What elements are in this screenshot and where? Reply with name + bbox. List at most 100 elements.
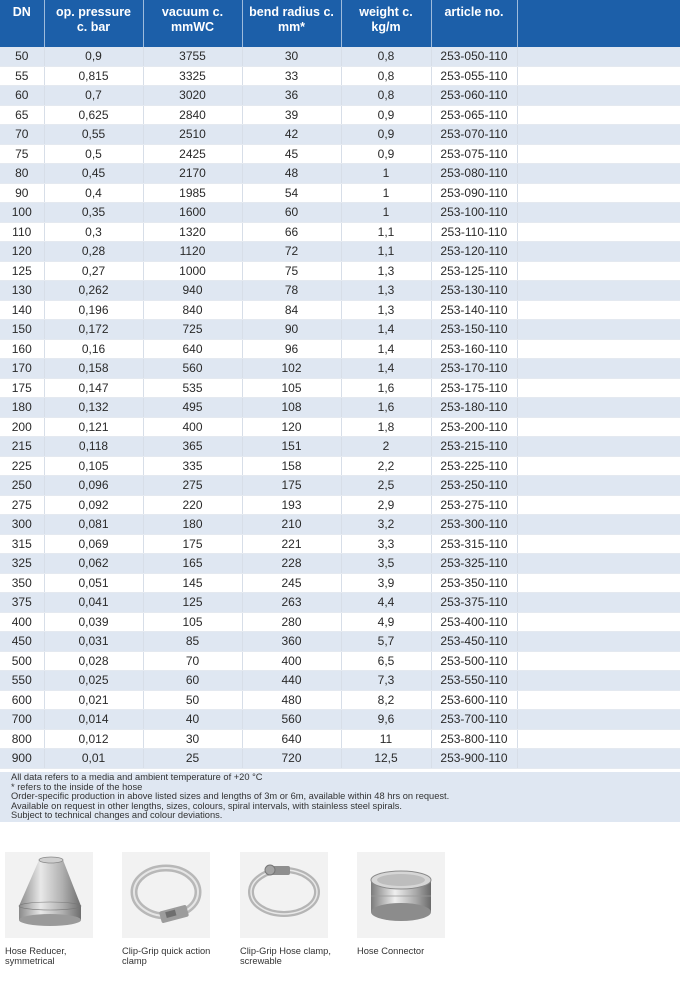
table-cell: 3325 bbox=[143, 66, 243, 86]
table-cell bbox=[517, 534, 680, 554]
table-row: 450 0,031 85 360 5,7 253-450-110 bbox=[0, 631, 680, 652]
table-cell: 300 bbox=[0, 514, 45, 535]
table-cell: 263 bbox=[242, 592, 342, 613]
notes-section: All data refers to a media and ambient t… bbox=[0, 772, 680, 822]
table-cell: 400 bbox=[242, 651, 342, 671]
table-cell: 100 bbox=[0, 202, 45, 223]
table-cell bbox=[517, 709, 680, 730]
table-cell: 253-110-110 bbox=[431, 222, 518, 242]
table-cell: 0,158 bbox=[44, 358, 144, 379]
table-cell bbox=[517, 183, 680, 203]
table-cell: 0,132 bbox=[44, 397, 144, 418]
table-cell: 253-250-110 bbox=[431, 475, 518, 496]
table-cell: 105 bbox=[143, 612, 243, 632]
table-cell: 225 bbox=[0, 456, 45, 476]
table-cell: 245 bbox=[242, 573, 342, 593]
table-cell: 0,092 bbox=[44, 495, 144, 515]
table-cell: 175 bbox=[242, 475, 342, 496]
table-cell bbox=[517, 202, 680, 223]
table-cell: 1600 bbox=[143, 202, 243, 223]
table-cell: 250 bbox=[0, 475, 45, 496]
table-cell bbox=[517, 748, 680, 769]
table-cell: 3020 bbox=[143, 85, 243, 106]
table-cell: 12,5 bbox=[341, 748, 432, 769]
table-cell bbox=[517, 105, 680, 125]
table-cell: 840 bbox=[143, 300, 243, 320]
table-cell bbox=[517, 85, 680, 106]
table-cell: 0,9 bbox=[341, 144, 432, 164]
table-cell: 215 bbox=[0, 436, 45, 457]
table-cell: 3755 bbox=[143, 47, 243, 67]
table-row: 55 0,815 3325 33 0,8 253-055-110 bbox=[0, 66, 680, 86]
column-header: vacuum c. mmWC bbox=[143, 0, 243, 47]
table-cell: 11 bbox=[341, 729, 432, 749]
table-cell: 0,062 bbox=[44, 553, 144, 574]
table-row: 110 0,3 1320 66 1,1 253-110-110 bbox=[0, 222, 680, 242]
table-cell: 0,051 bbox=[44, 573, 144, 593]
table-cell: 253-170-110 bbox=[431, 358, 518, 379]
column-header-line: bend radius c. bbox=[249, 5, 334, 19]
table-cell: 75 bbox=[242, 261, 342, 281]
table-cell: 275 bbox=[0, 495, 45, 515]
table-cell: 90 bbox=[0, 183, 45, 203]
table-cell: 90 bbox=[242, 319, 342, 340]
table-cell: 253-065-110 bbox=[431, 105, 518, 125]
table-row: 75 0,5 2425 45 0,9 253-075-110 bbox=[0, 144, 680, 164]
table-row: 70 0,55 2510 42 0,9 253-070-110 bbox=[0, 124, 680, 145]
table-cell bbox=[517, 144, 680, 164]
table-cell: 0,096 bbox=[44, 475, 144, 496]
column-header-line: article no. bbox=[444, 5, 504, 19]
table-cell: 228 bbox=[242, 553, 342, 574]
table-header: DN op. pressure c. bar vacuum c. mmWC bend ra… bbox=[0, 0, 680, 47]
table-cell: 5,7 bbox=[341, 631, 432, 652]
table-cell: 0,625 bbox=[44, 105, 144, 125]
table-cell: 1,4 bbox=[341, 358, 432, 379]
table-row: 600 0,021 50 480 8,2 253-600-110 bbox=[0, 690, 680, 710]
table-row: 500 0,028 70 400 6,5 253-500-110 bbox=[0, 651, 680, 671]
table-cell: 96 bbox=[242, 339, 342, 359]
table-cell: 253-130-110 bbox=[431, 280, 518, 301]
table-row: 175 0,147 535 105 1,6 253-175-110 bbox=[0, 378, 680, 398]
table-cell: 0,121 bbox=[44, 417, 144, 437]
table-cell: 253-600-110 bbox=[431, 690, 518, 710]
table-cell: 400 bbox=[0, 612, 45, 632]
table-cell: 110 bbox=[0, 222, 45, 242]
table-cell: 33 bbox=[242, 66, 342, 86]
spec-table: DN op. pressure c. bar vacuum c. mmWC bend ra… bbox=[0, 0, 680, 769]
table-cell: 1,4 bbox=[341, 319, 432, 340]
table-cell: 125 bbox=[143, 592, 243, 613]
table-cell: 275 bbox=[143, 475, 243, 496]
table-cell: 1985 bbox=[143, 183, 243, 203]
table-cell bbox=[517, 631, 680, 652]
table-cell: 720 bbox=[242, 748, 342, 769]
table-cell: 280 bbox=[242, 612, 342, 632]
table-cell: 440 bbox=[242, 670, 342, 691]
table-cell: 1120 bbox=[143, 241, 243, 262]
table-cell: 0,8 bbox=[341, 85, 432, 106]
table-row: 140 0,196 840 84 1,3 253-140-110 bbox=[0, 300, 680, 320]
table-cell: 640 bbox=[242, 729, 342, 749]
table-row: 125 0,27 1000 75 1,3 253-125-110 bbox=[0, 261, 680, 281]
table-cell: 2,9 bbox=[341, 495, 432, 515]
table-cell: 0,039 bbox=[44, 612, 144, 632]
table-cell: 0,147 bbox=[44, 378, 144, 398]
table-cell: 2840 bbox=[143, 105, 243, 125]
table-cell: 550 bbox=[0, 670, 45, 691]
table-cell: 0,105 bbox=[44, 456, 144, 476]
note-line: All data refers to a media and ambient t… bbox=[11, 772, 263, 782]
table-cell: 66 bbox=[242, 222, 342, 242]
table-cell: 253-215-110 bbox=[431, 436, 518, 457]
table-cell: 325 bbox=[0, 553, 45, 574]
table-row: 350 0,051 145 245 3,9 253-350-110 bbox=[0, 573, 680, 593]
table-cell: 560 bbox=[242, 709, 342, 730]
accessory-hose-reducer: Hose Reducer, symmetrical bbox=[5, 852, 115, 966]
quick-action-clamp-image bbox=[122, 852, 210, 938]
table-cell: 0,012 bbox=[44, 729, 144, 749]
table-row: 130 0,262 940 78 1,3 253-130-110 bbox=[0, 280, 680, 301]
table-cell: 220 bbox=[143, 495, 243, 515]
table-cell bbox=[517, 319, 680, 340]
table-cell: 3,2 bbox=[341, 514, 432, 535]
table-cell: 175 bbox=[143, 534, 243, 554]
accessory-caption: Clip-Grip Hose clamp, screwable bbox=[240, 946, 331, 966]
table-cell: 6,5 bbox=[341, 651, 432, 671]
